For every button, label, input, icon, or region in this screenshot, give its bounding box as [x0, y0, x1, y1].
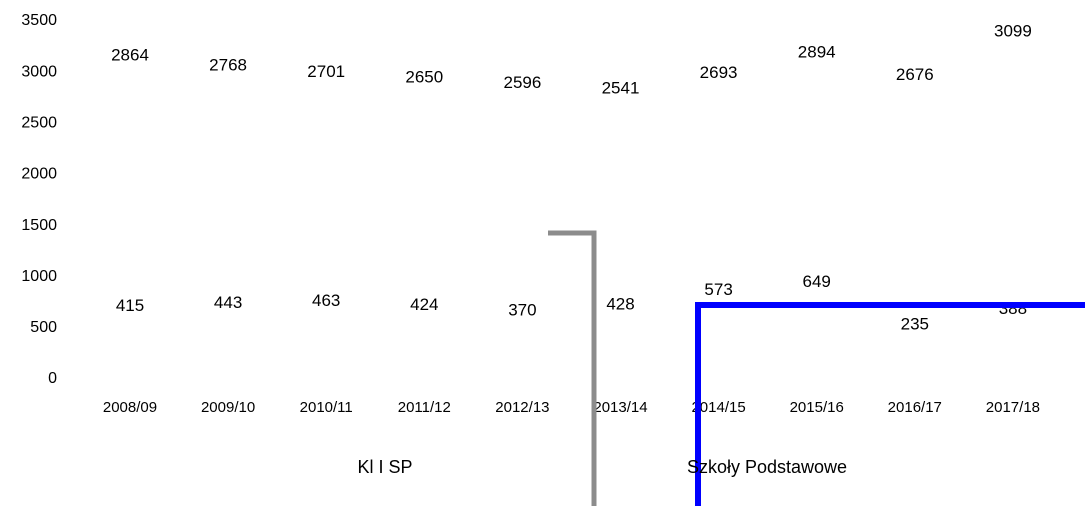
y-tick-label: 3000	[21, 63, 57, 80]
x-tick-label: 2015/16	[790, 399, 844, 416]
x-tick-label: 2010/11	[300, 399, 353, 416]
data-label: 2596	[503, 73, 541, 92]
y-tick-label: 1000	[21, 268, 57, 285]
data-label: 428	[606, 295, 634, 314]
data-label: 424	[410, 295, 438, 314]
data-label: 2701	[307, 62, 345, 81]
data-label: 388	[999, 299, 1027, 318]
data-label: 2676	[896, 65, 934, 84]
data-label: 3099	[994, 22, 1032, 41]
data-label: 2541	[602, 79, 640, 98]
data-label: 2650	[405, 67, 443, 86]
data-label: 443	[214, 293, 242, 312]
y-tick-label: 1500	[21, 217, 57, 234]
data-label: 415	[116, 296, 144, 315]
data-label: 370	[508, 301, 536, 320]
x-tick-label: 2012/13	[495, 399, 549, 416]
data-label: 2864	[111, 46, 149, 65]
data-label: 573	[704, 280, 732, 299]
legend-swatch	[548, 230, 597, 506]
data-label: 235	[901, 314, 929, 333]
y-tick-label: 2500	[21, 115, 57, 132]
x-tick-label: 2017/18	[986, 399, 1040, 416]
x-tick-label: 2009/10	[201, 399, 255, 416]
x-tick-label: 2016/17	[888, 399, 942, 416]
legend-swatch	[695, 302, 1085, 506]
y-tick-label: 2000	[21, 166, 57, 183]
legend-label: Kl I SP	[357, 457, 412, 477]
data-label: 649	[803, 272, 831, 291]
legend-label: Szkoły Podstawowe	[687, 457, 847, 477]
y-tick-label: 3500	[21, 12, 57, 29]
x-tick-label: 2008/09	[103, 399, 157, 416]
x-tick-label: 2013/14	[593, 399, 647, 416]
x-tick-label: 2011/12	[398, 399, 451, 416]
data-label: 463	[312, 291, 340, 310]
data-label: 2894	[798, 42, 836, 61]
data-label: 2693	[700, 63, 738, 82]
y-tick-label: 500	[30, 319, 57, 336]
y-tick-label: 0	[48, 370, 57, 387]
x-tick-label: 2014/15	[691, 399, 745, 416]
data-label: 2768	[209, 55, 247, 74]
